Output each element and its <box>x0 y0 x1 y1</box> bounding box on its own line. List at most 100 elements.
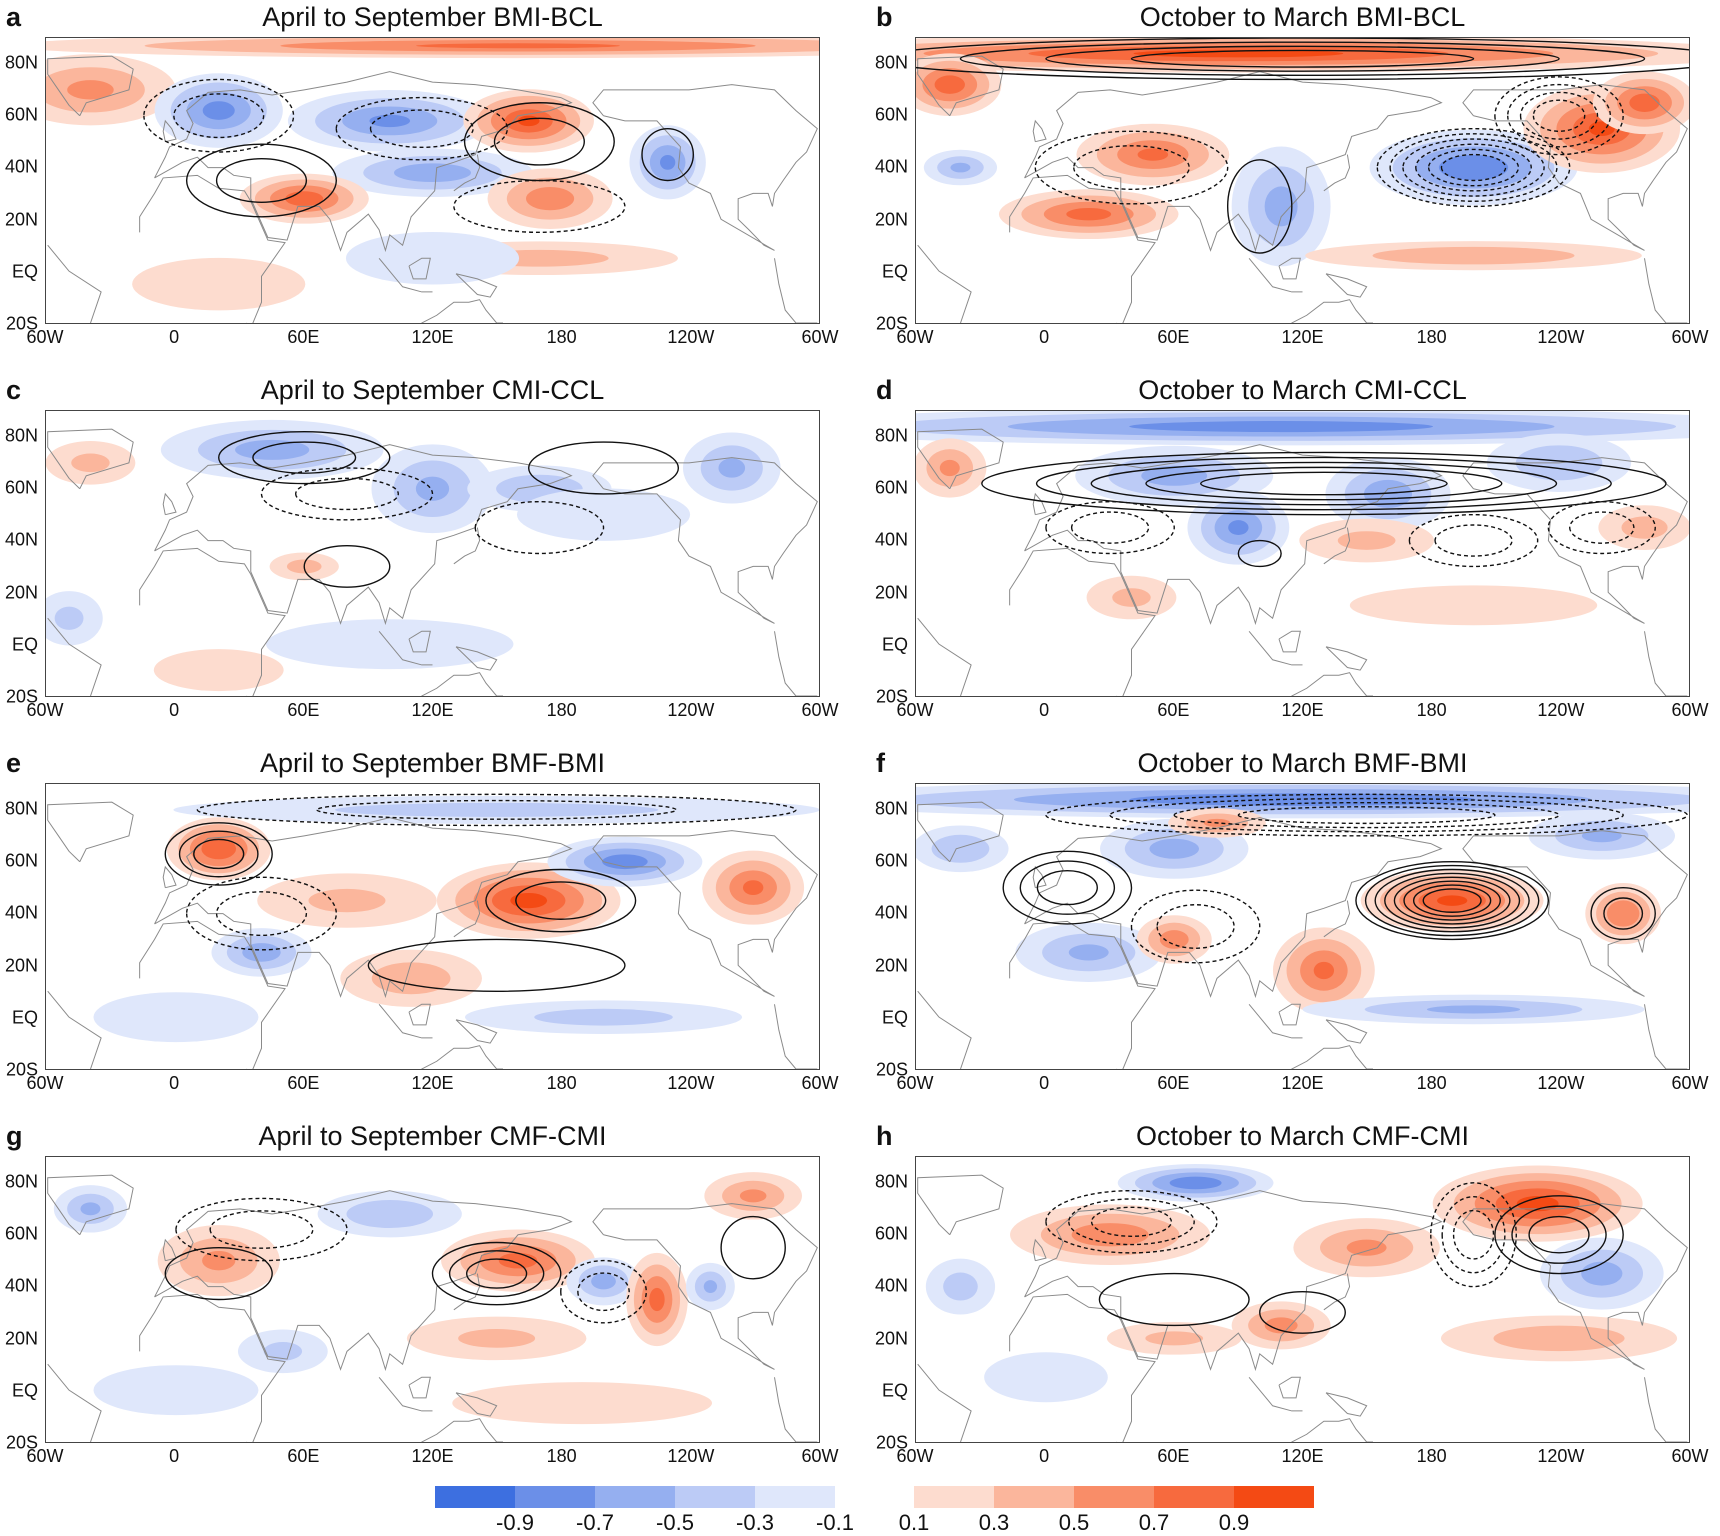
contour-0-1 <box>1511 1205 1607 1264</box>
coastline-5 <box>917 801 1004 863</box>
coastline-0 <box>1024 1190 1443 1372</box>
shade-blob-5-level-2 <box>1159 930 1189 949</box>
coastline-0 <box>154 817 573 999</box>
shade-blob-7-level-1 <box>1145 1331 1204 1346</box>
lon-tick-label: 180 <box>1416 1073 1447 1093</box>
contour-2-1 <box>294 477 399 511</box>
lon-tick-label: 60W <box>1671 700 1709 720</box>
contour-2-0 <box>463 102 615 182</box>
shade-blob-3-level-2 <box>718 458 746 478</box>
lat-tick-label: 20N <box>874 209 908 230</box>
coastline-2 <box>1462 830 1688 997</box>
contour-4-2 <box>1045 45 1560 72</box>
shade-blob-1-level-3 <box>202 101 235 120</box>
shade-blob-8-level-1 <box>931 834 990 863</box>
shade-blob-5-level-2 <box>1264 1317 1298 1334</box>
lon-tick-label: 180 <box>546 1446 577 1466</box>
coastline-4 <box>917 990 972 1069</box>
contour-2-2 <box>1036 869 1098 906</box>
lon-tick-label: 120W <box>667 700 715 720</box>
panel-title: April to September BMI-BCL <box>262 2 603 32</box>
coastline-4 <box>47 1363 102 1442</box>
coastline-9 <box>455 1392 498 1417</box>
contour-3-0 <box>474 500 605 555</box>
lon-tick-label: 120W <box>1537 327 1585 347</box>
lon-tick-label: 60E <box>287 327 320 347</box>
coastline-0 <box>1024 444 1443 626</box>
lon-tick-label: 60W <box>896 1073 934 1093</box>
contour-4-0 <box>1237 539 1282 568</box>
lat-tick-label: 20S <box>875 313 908 334</box>
shade-blob-3-level-3 <box>742 880 764 896</box>
contour-1-3 <box>1237 806 1496 825</box>
contour-4-0 <box>164 1246 273 1301</box>
contour-0-1 <box>448 1250 545 1298</box>
coastline-4 <box>917 244 972 323</box>
shade-blob-0-level-4 <box>1133 49 1344 58</box>
colorbar-pos-2 <box>1074 1486 1154 1508</box>
coastline-7 <box>1248 257 1303 293</box>
contour-2-1 <box>1068 1198 1195 1246</box>
contour-1-2 <box>1452 1209 1495 1260</box>
lon-tick-label: 180 <box>546 1073 577 1093</box>
colorbar: -0.9 -0.7 -0.5 -0.3 -0.1 0.1 0.3 0.5 0.7… <box>0 1482 1720 1535</box>
shade-blob-1-level-2 <box>1141 465 1208 486</box>
coastline-1 <box>139 920 286 1069</box>
contour-3-0 <box>1547 500 1656 555</box>
coastline-2 <box>592 457 818 624</box>
contour-2-1 <box>493 117 585 166</box>
lon-tick-label: 60E <box>1157 1446 1190 1466</box>
contour-0-3 <box>1145 466 1503 501</box>
shade-blob-9-level-1 <box>54 606 84 630</box>
colorbar-pos-3 <box>1154 1486 1234 1508</box>
coastline-10 <box>453 900 481 938</box>
panel-c: c April to September CMI-CCL 80N 60N 40N 20N E… <box>0 373 850 743</box>
contour-0-2 <box>1528 1215 1590 1254</box>
contour-0-3 <box>1384 872 1521 929</box>
lat-tick-label: EQ <box>881 1380 908 1401</box>
coastline-5 <box>917 428 1004 490</box>
shade-blob-7-level-2 <box>1426 1005 1521 1014</box>
contour-2-2 <box>1090 1206 1173 1238</box>
contour-0-1 <box>1389 133 1558 202</box>
coastline-10 <box>1323 527 1351 565</box>
lat-tick-label: EQ <box>881 261 908 282</box>
shade-blob-2-level-3 <box>602 854 648 870</box>
panel-letter: e <box>6 748 22 778</box>
shading-layer <box>916 38 1689 271</box>
colorbar-neg-3 <box>675 1486 755 1508</box>
contour-0-1 <box>173 93 265 139</box>
coastline-9 <box>1325 1392 1368 1417</box>
contour-0-2 <box>1402 138 1545 197</box>
colorbar-label-neg-1: -0.7 <box>576 1510 614 1535</box>
coastline-1 <box>1009 174 1156 323</box>
coastline-4 <box>917 1363 972 1442</box>
contour-0-5 <box>1440 153 1507 182</box>
shading-layer <box>916 411 1689 626</box>
contour-layer <box>916 38 1689 254</box>
shade-blob-9-level-1 <box>263 1341 303 1361</box>
lon-tick-label: 180 <box>1416 327 1447 347</box>
coastline-8 <box>1278 1003 1301 1026</box>
contour-3-0 <box>185 143 337 218</box>
lat-tick-label: 60N <box>4 850 38 871</box>
shade-blob-2-level-3 <box>1228 520 1249 535</box>
colorbar-neg-1 <box>515 1486 595 1508</box>
contour-2-0 <box>1002 850 1133 925</box>
panel-d: d October to March CMI-CCL 80N 60N 40N 20N EQ 2… <box>870 373 1720 743</box>
coastline-1 <box>139 1293 286 1442</box>
shade-blob-4-level-2 <box>394 163 471 183</box>
coastline-3 <box>1644 258 1688 323</box>
panel-letter: c <box>6 375 22 405</box>
shade-blob-7-level-2 <box>739 1189 767 1203</box>
lat-tick-label: EQ <box>11 1007 38 1028</box>
coastline-0 <box>154 1190 573 1372</box>
colorbar-pos-1 <box>994 1486 1074 1508</box>
panel-letter: a <box>6 2 22 32</box>
panel-f: f October to March BMF-BMI 80N 60N 40N 20N EQ 2… <box>870 746 1720 1116</box>
panel-title: April to September CMI-CCL <box>260 375 605 405</box>
contour-3-0 <box>1226 158 1293 254</box>
contour-layer <box>218 431 680 588</box>
contour-0-6 <box>1412 884 1492 917</box>
coastline-5 <box>917 1174 1004 1236</box>
